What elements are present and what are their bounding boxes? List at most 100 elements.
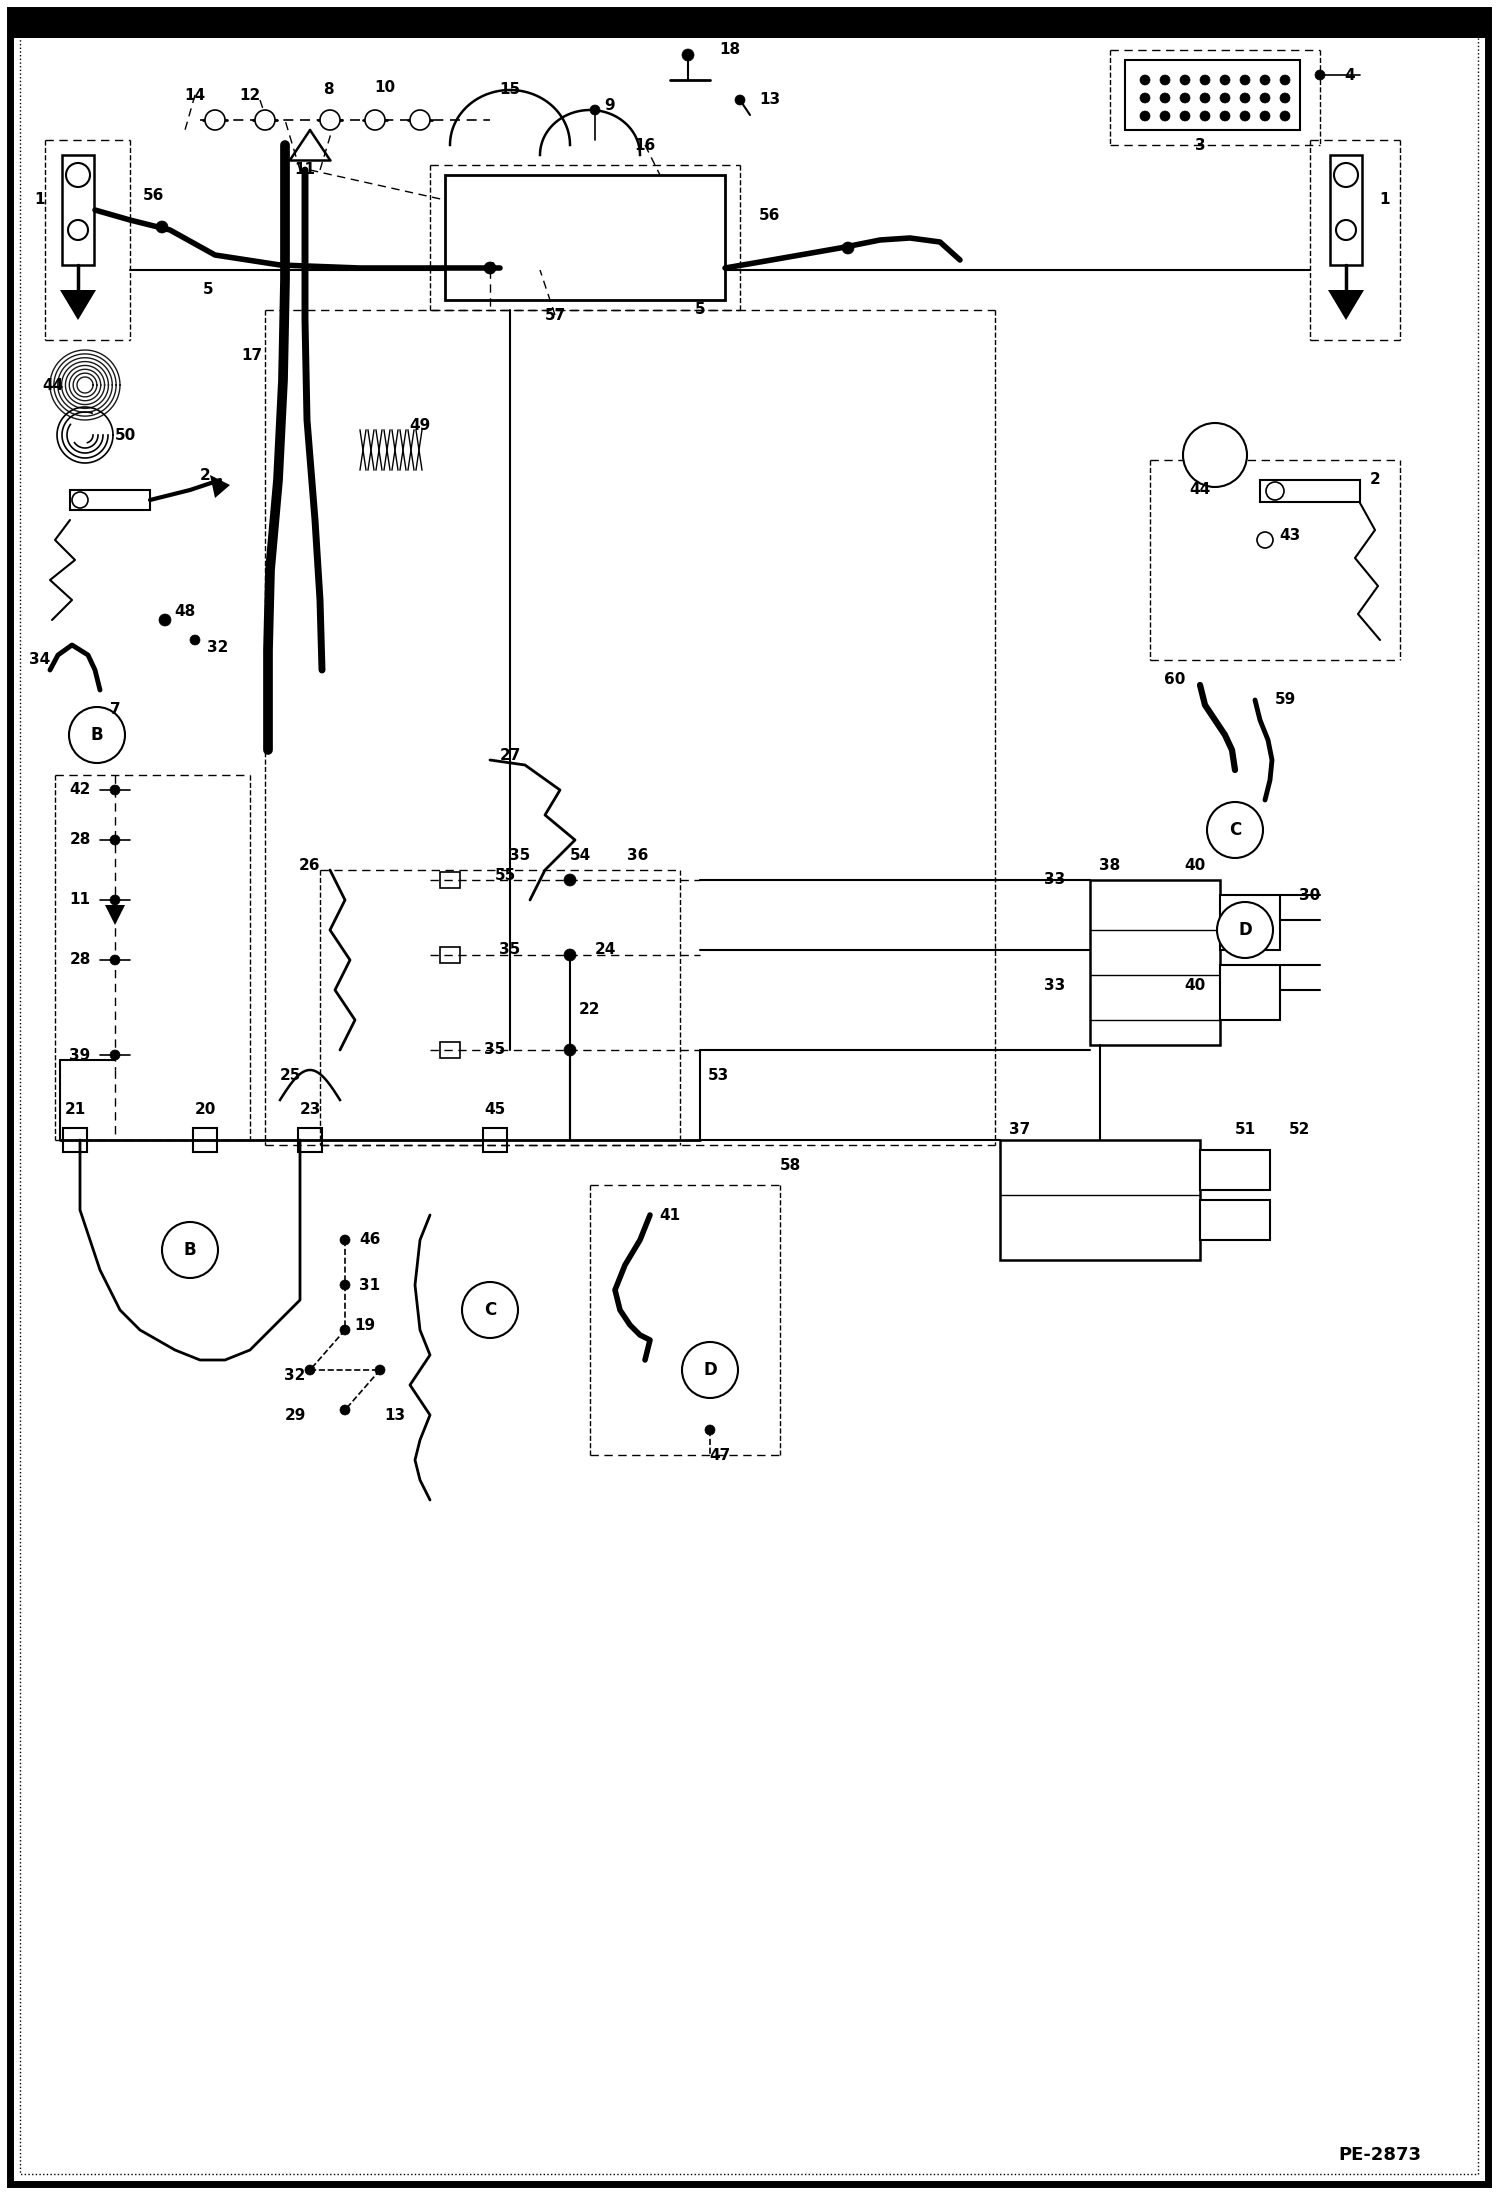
Bar — [70, 489, 150, 509]
Circle shape — [1335, 162, 1359, 186]
Text: 24: 24 — [595, 943, 616, 957]
Circle shape — [1180, 112, 1189, 121]
Circle shape — [109, 785, 120, 794]
Circle shape — [109, 836, 120, 845]
Circle shape — [66, 162, 90, 186]
Text: 31: 31 — [360, 1277, 380, 1292]
Circle shape — [1279, 75, 1290, 86]
Circle shape — [682, 48, 694, 61]
Text: 1: 1 — [1380, 193, 1390, 208]
Circle shape — [410, 110, 430, 129]
Text: 56: 56 — [142, 186, 163, 202]
Text: 16: 16 — [634, 138, 656, 154]
Text: 1: 1 — [34, 193, 45, 208]
Text: 35: 35 — [499, 943, 521, 957]
Text: 12: 12 — [240, 88, 261, 103]
Text: 44: 44 — [1189, 483, 1210, 498]
Text: 15: 15 — [499, 83, 521, 97]
Text: 32: 32 — [207, 641, 229, 656]
Text: 25: 25 — [279, 1068, 301, 1082]
Bar — [440, 1042, 460, 1058]
Text: 3: 3 — [1195, 138, 1206, 154]
Text: 13: 13 — [385, 1409, 406, 1422]
Circle shape — [1260, 75, 1270, 86]
Circle shape — [1200, 112, 1210, 121]
Text: 18: 18 — [719, 42, 740, 57]
Circle shape — [306, 1365, 315, 1376]
Text: 37: 37 — [1010, 1123, 1031, 1136]
Text: 38: 38 — [1100, 858, 1121, 873]
Text: 21: 21 — [64, 1104, 85, 1117]
Text: 35: 35 — [509, 847, 530, 862]
Circle shape — [366, 110, 385, 129]
Text: 20: 20 — [195, 1104, 216, 1117]
Bar — [61, 156, 94, 265]
Bar — [193, 1128, 217, 1152]
Text: D: D — [1239, 921, 1252, 939]
Text: 36: 36 — [628, 847, 649, 862]
Circle shape — [1159, 75, 1170, 86]
Circle shape — [109, 1051, 120, 1060]
Bar — [445, 176, 725, 301]
Circle shape — [321, 110, 340, 129]
Circle shape — [340, 1279, 351, 1290]
Text: 32: 32 — [285, 1367, 306, 1382]
Bar — [1330, 156, 1362, 265]
Bar — [63, 1128, 87, 1152]
Text: 8: 8 — [322, 83, 334, 97]
Text: 28: 28 — [69, 832, 91, 847]
Text: 58: 58 — [779, 1158, 800, 1172]
Bar — [1200, 1200, 1270, 1240]
Circle shape — [565, 1044, 577, 1055]
Text: 56: 56 — [759, 208, 780, 222]
Bar — [1219, 895, 1279, 950]
Bar — [1125, 59, 1300, 129]
Text: 14: 14 — [184, 88, 205, 103]
Circle shape — [484, 261, 496, 274]
Text: 52: 52 — [1290, 1123, 1311, 1136]
Circle shape — [565, 873, 577, 886]
Circle shape — [1140, 112, 1150, 121]
Bar — [7, 9, 1491, 37]
Text: 48: 48 — [174, 606, 196, 619]
Text: 13: 13 — [759, 92, 780, 108]
Circle shape — [736, 94, 745, 105]
Text: 40: 40 — [1185, 979, 1206, 992]
Text: 47: 47 — [710, 1448, 731, 1463]
Bar — [440, 948, 460, 963]
Bar — [1219, 965, 1279, 1020]
Circle shape — [255, 110, 276, 129]
Polygon shape — [105, 904, 124, 926]
Circle shape — [1315, 70, 1326, 79]
Bar — [440, 871, 460, 889]
Text: 28: 28 — [69, 952, 91, 968]
Text: B: B — [91, 726, 103, 744]
Text: 10: 10 — [374, 81, 395, 97]
Text: 17: 17 — [241, 347, 262, 362]
Bar — [298, 1128, 322, 1152]
Circle shape — [1159, 92, 1170, 103]
Text: 57: 57 — [544, 307, 566, 323]
Circle shape — [1240, 75, 1249, 86]
Text: 59: 59 — [1275, 693, 1296, 706]
Text: 19: 19 — [355, 1319, 376, 1332]
Circle shape — [1180, 75, 1189, 86]
Circle shape — [1200, 75, 1210, 86]
Text: 50: 50 — [114, 428, 136, 443]
Circle shape — [565, 950, 577, 961]
Circle shape — [1240, 112, 1249, 121]
Circle shape — [1260, 112, 1270, 121]
Circle shape — [156, 222, 168, 233]
Text: 43: 43 — [1279, 527, 1300, 542]
Circle shape — [1216, 902, 1273, 959]
Circle shape — [1200, 92, 1210, 103]
Circle shape — [340, 1404, 351, 1415]
Bar — [1001, 1141, 1200, 1259]
Circle shape — [1260, 92, 1270, 103]
Circle shape — [1279, 112, 1290, 121]
Text: 29: 29 — [285, 1409, 306, 1422]
Text: 55: 55 — [494, 867, 515, 882]
Circle shape — [1140, 75, 1150, 86]
Text: 9: 9 — [605, 97, 616, 112]
Text: 27: 27 — [499, 748, 521, 764]
